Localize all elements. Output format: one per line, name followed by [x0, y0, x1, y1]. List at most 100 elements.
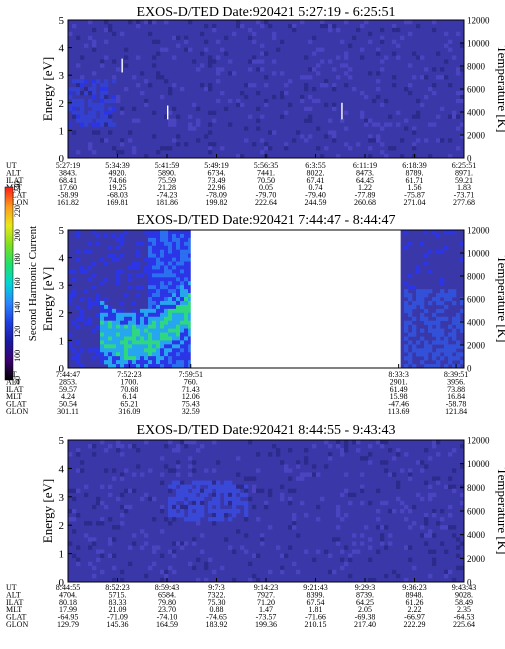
- orbit-cell: 8:52:23: [105, 583, 129, 592]
- orbit-cell: 9:36:23: [402, 583, 426, 592]
- orbit-cell: 7:59:51: [179, 370, 203, 379]
- orbit-cell: 7322.: [208, 590, 226, 599]
- orbit-parameter-table: UTALTILATMLTGLATGLON7:44:472853.59.574.2…: [6, 364, 468, 416]
- temperature-tick-label: 6000: [467, 295, 486, 305]
- orbit-cell: 7:44:47: [56, 370, 80, 379]
- energy-axis-label: Energy [eV]: [40, 267, 55, 331]
- orbit-cell: 301.11: [57, 407, 79, 416]
- panel-title: EXOS-D/TED Date:920421 7:44:47 - 8:44:47: [137, 213, 396, 228]
- temperature-axis: 0 2000 4000 6000 8000 10000 12000 Temperature […: [460, 226, 505, 374]
- temperature-tick-label: 8000: [467, 483, 486, 493]
- orbit-cell: 6734.: [208, 168, 226, 177]
- energy-tick-label: 5: [59, 435, 65, 447]
- orbit-cell: 32.59: [182, 407, 200, 416]
- orbit-cell: 2853.: [59, 377, 77, 386]
- orbit-cell: 0.05: [259, 183, 273, 192]
- orbit-cell: -74.65: [206, 613, 227, 622]
- orbit-cell: 5:41:59: [155, 161, 179, 170]
- orbit-cell: 145.36: [107, 620, 129, 629]
- orbit-cell: 9:43:43: [452, 583, 476, 592]
- orbit-cell: 1700.: [120, 377, 138, 386]
- energy-tick-label: 2: [59, 520, 65, 532]
- orbit-cell: 0.74: [309, 183, 323, 192]
- temperature-axis: 0 2000 4000 6000 8000 10000 12000 Temperature […: [460, 16, 505, 164]
- orbit-cell: -74.10: [157, 613, 178, 622]
- orbit-cell: -75.87: [404, 191, 425, 200]
- spike-mark: [167, 105, 169, 120]
- temperature-tick-label: 8000: [467, 272, 486, 282]
- orbit-cell: 244.59: [305, 198, 327, 207]
- orbit-cell: 9:7:3: [208, 583, 224, 592]
- temperature-axis: 0 2000 4000 6000 8000 10000 12000 Temperature […: [460, 436, 505, 588]
- orbit-cell: 225.64: [453, 620, 475, 629]
- orbit-cell: 4.24: [61, 392, 75, 401]
- colorbar-tick-label: 160: [13, 278, 22, 290]
- orbit-cell: 16.84: [447, 392, 465, 401]
- orbit-cell: -71.09: [107, 613, 128, 622]
- spike-mark: [341, 102, 343, 120]
- orbit-cell: 4704.: [59, 590, 77, 599]
- temperature-tick-label: 12000: [467, 16, 490, 26]
- temperature-tick-label: 0: [467, 578, 472, 588]
- panel-title: EXOS-D/TED Date:920421 8:44:55 - 9:43:43: [137, 423, 396, 438]
- orbit-cell: 2.22: [408, 605, 422, 614]
- orbit-cell: 161.82: [57, 198, 79, 207]
- energy-axis: 0 1 2 3 4 5 Energy [eV]: [40, 225, 72, 375]
- orbit-cell: 8:33:3: [388, 370, 408, 379]
- orbit-cell: 12.06: [182, 392, 200, 401]
- orbit-cell: -79.70: [256, 191, 277, 200]
- orbit-cell: 21.28: [158, 183, 176, 192]
- orbit-cell: -74.23: [157, 191, 178, 200]
- orbit-cell: 8971.: [455, 168, 473, 177]
- orbit-cell: 67.41: [307, 176, 325, 185]
- energy-tick-label: 1: [59, 335, 65, 347]
- orbit-cell: 8789.: [406, 168, 424, 177]
- energy-tick-label: 1: [59, 125, 65, 137]
- colorbar-tick-label: 80: [13, 376, 22, 384]
- orbit-row-label: MLT: [6, 392, 22, 401]
- spike-mark: [121, 58, 123, 73]
- orbit-cell: 6:11:19: [353, 161, 377, 170]
- energy-tick-label: 2: [59, 98, 65, 110]
- temperature-tick-label: 10000: [467, 459, 490, 469]
- orbit-cell: 222.29: [404, 620, 426, 629]
- orbit-cell: 65.21: [120, 400, 138, 409]
- orbit-cell: 8948.: [406, 590, 424, 599]
- energy-tick-label: 0: [59, 153, 65, 165]
- orbit-cell: 8022.: [307, 168, 325, 177]
- orbit-cell: 58.49: [455, 598, 473, 607]
- orbit-cell: 6:25:51: [452, 161, 476, 170]
- orbit-cell: 59.57: [59, 385, 77, 394]
- orbit-cell: 22.96: [208, 183, 226, 192]
- spectrogram-panel-3: EXOS-D/TED Date:920421 8:44:55 - 9:43:43…: [6, 423, 505, 629]
- orbit-row-label: GLON: [6, 407, 28, 416]
- orbit-cell: -77.89: [355, 191, 376, 200]
- orbit-cell: 74.66: [109, 176, 127, 185]
- orbit-cell: 222.64: [255, 198, 277, 207]
- energy-tick-label: 4: [59, 253, 65, 265]
- temperature-tick-label: 4000: [467, 108, 486, 118]
- colorbar-tick-label: 180: [13, 253, 22, 265]
- orbit-cell: -68.03: [107, 191, 128, 200]
- orbit-cell: 59.21: [455, 176, 473, 185]
- orbit-cell: 760.: [184, 377, 198, 386]
- orbit-cell: 1.22: [358, 183, 372, 192]
- orbit-cell: 8399.: [307, 590, 325, 599]
- orbit-cell: 2901.: [390, 377, 408, 386]
- orbit-cell: 121.84: [445, 407, 467, 416]
- energy-tick-label: 0: [59, 363, 65, 375]
- orbit-cell: 61.71: [406, 176, 424, 185]
- orbit-cell: 61.26: [406, 598, 424, 607]
- orbit-row-label: MLT: [6, 605, 22, 614]
- data-gap: [190, 229, 401, 369]
- orbit-cell: 7927.: [257, 590, 275, 599]
- colorbar-tick-label: 220: [13, 205, 22, 217]
- orbit-cell: -73.71: [454, 191, 475, 200]
- orbit-cell: 260.68: [354, 198, 376, 207]
- orbit-cell: 5:34:39: [105, 161, 129, 170]
- orbit-cell: -69.38: [355, 613, 376, 622]
- energy-tick-label: 4: [59, 43, 65, 55]
- orbit-cell: 1.56: [408, 183, 422, 192]
- orbit-cell: 3956.: [447, 377, 465, 386]
- orbit-cell: 70.50: [257, 176, 275, 185]
